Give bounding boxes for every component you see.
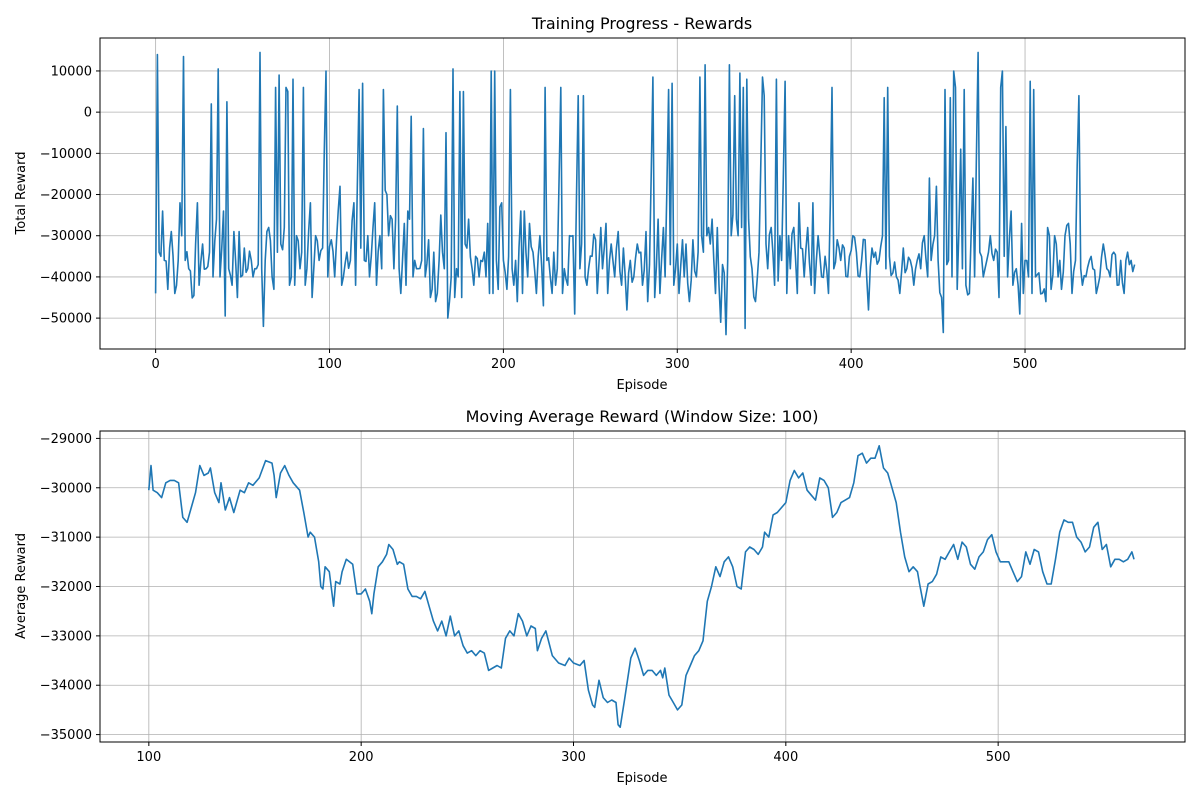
moving-average-ticks: 100 200 300 400 500 −29000 −30000 −31000 −32000 −…	[40, 432, 1011, 765]
moving-average-series-line	[148, 445, 1135, 728]
moving-average-series	[148, 445, 1135, 728]
rewards-y-tick-label: −20000	[40, 188, 92, 203]
rewards-y-tick-label: 0	[84, 106, 92, 121]
moving-average-y-tick-label: −34000	[40, 679, 92, 694]
moving-average-x-tick-label: 400	[773, 750, 798, 765]
rewards-series	[154, 51, 1136, 336]
moving-average-x-axis-label: Episode	[616, 771, 667, 786]
moving-average-x-tick-label: 200	[349, 750, 374, 765]
rewards-x-tick-label: 100	[317, 357, 342, 372]
rewards-x-tick-label: 200	[491, 357, 516, 372]
rewards-plot-frame	[99, 37, 1186, 350]
moving-average-y-tick-label: −35000	[40, 728, 92, 743]
moving-average-chart-title: Moving Average Reward (Window Size: 100)	[466, 407, 819, 426]
rewards-y-axis-label: Total Reward	[14, 152, 29, 236]
rewards-y-tick-label: 10000	[51, 64, 92, 79]
moving-average-y-tick-label: −31000	[40, 531, 92, 546]
moving-average-y-tick-label: −29000	[40, 432, 92, 447]
rewards-series-line	[154, 51, 1136, 336]
moving-average-x-tick-label: 100	[136, 750, 161, 765]
moving-average-y-tick-label: −30000	[40, 481, 92, 496]
rewards-y-tick-label: −40000	[40, 270, 92, 285]
rewards-x-tick-label: 400	[839, 357, 864, 372]
rewards-ticks: 0 100 200 300 400 500 10000 0 −10000 −20000 −30000…	[40, 64, 1038, 372]
moving-average-x-tick-label: 500	[986, 750, 1011, 765]
rewards-x-tick-label: 0	[152, 357, 160, 372]
moving-average-y-axis-label: Average Reward	[14, 533, 29, 639]
rewards-chart: Training Progress - Rewards 0 100 200 300 40…	[14, 14, 1186, 393]
moving-average-y-tick-label: −33000	[40, 629, 92, 644]
moving-average-grid	[100, 431, 1185, 742]
rewards-chart-title: Training Progress - Rewards	[531, 14, 752, 33]
rewards-y-tick-label: −50000	[40, 312, 92, 327]
rewards-x-tick-label: 300	[665, 357, 690, 372]
rewards-x-axis-label: Episode	[616, 378, 667, 393]
rewards-y-tick-label: −10000	[40, 147, 92, 162]
moving-average-y-tick-label: −32000	[40, 580, 92, 595]
moving-average-x-tick-label: 300	[561, 750, 586, 765]
moving-average-chart: Moving Average Reward (Window Size: 100)…	[14, 407, 1186, 786]
rewards-y-tick-label: −30000	[40, 229, 92, 244]
rewards-x-tick-label: 500	[1013, 357, 1038, 372]
